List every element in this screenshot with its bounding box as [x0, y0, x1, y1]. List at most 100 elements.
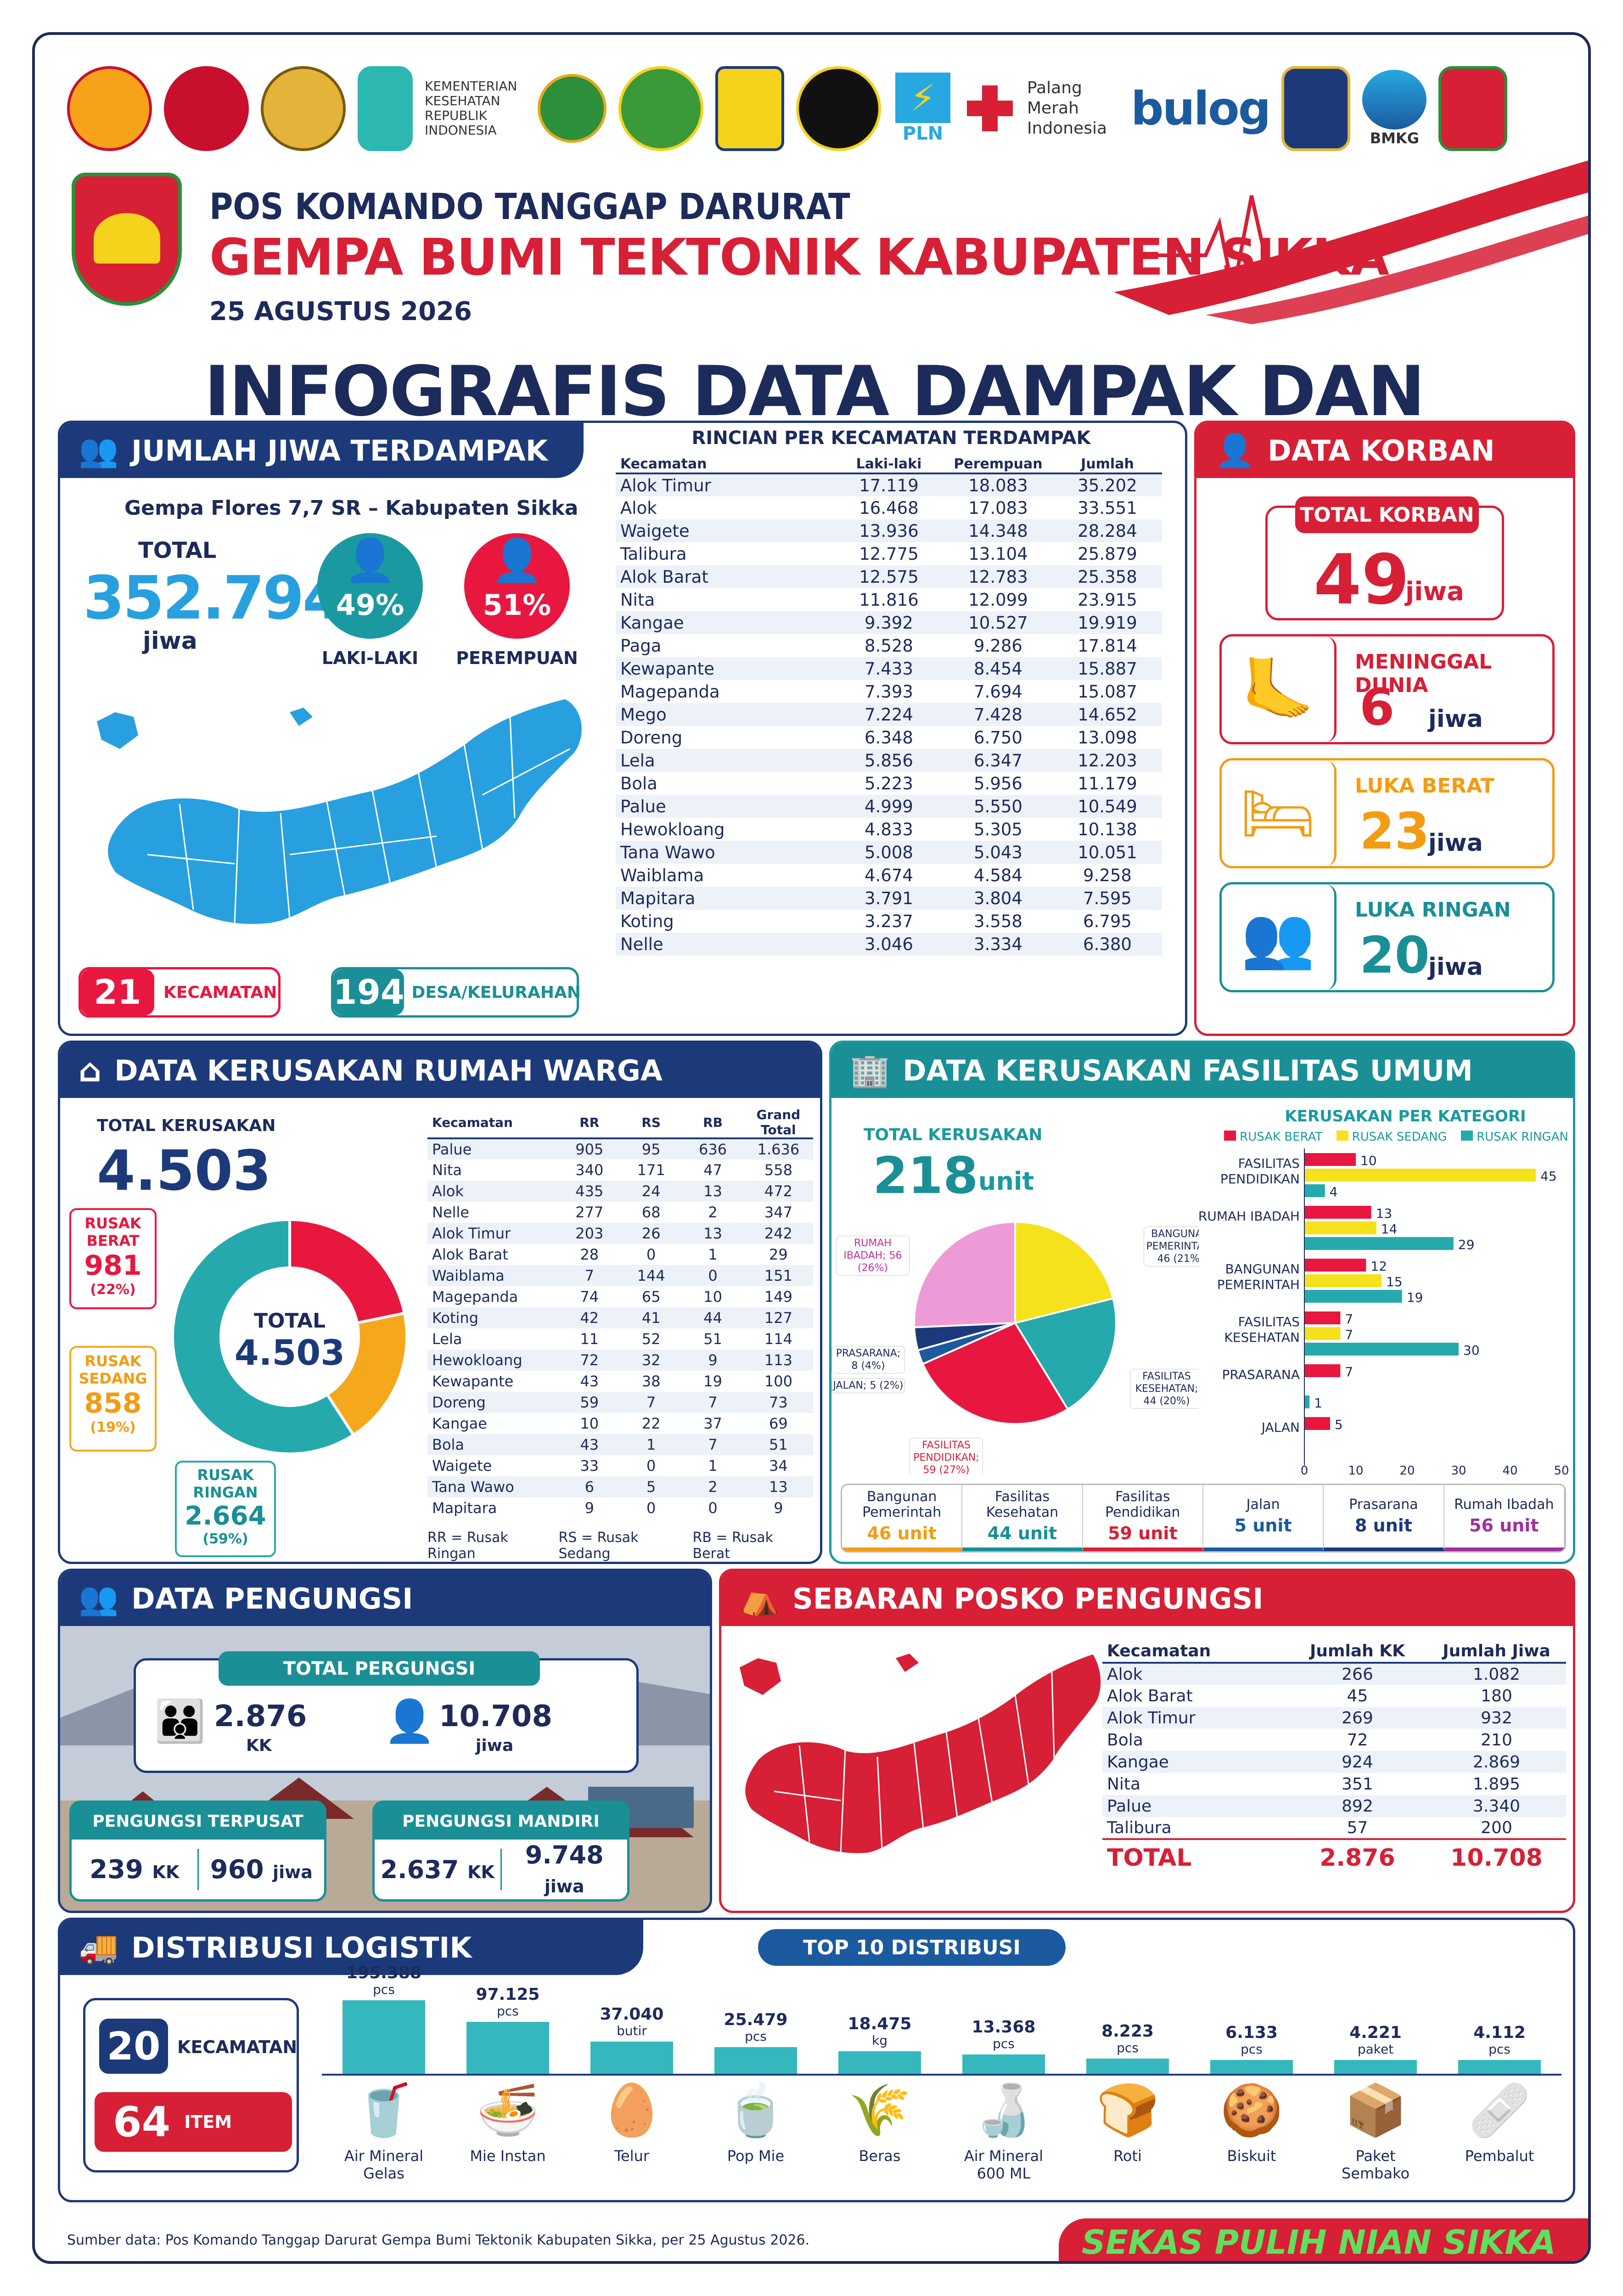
red-cross-icon	[965, 83, 1015, 134]
pie-label: BANGUNAN PEMERINTAH; 46 (21%)	[1144, 1227, 1199, 1266]
rincian-cell: 17.083	[968, 498, 1028, 518]
korban-item-unit: jiwa	[1428, 953, 1483, 981]
rincian-cell: Alok	[620, 498, 657, 518]
rincian-cell: 14.652	[1053, 703, 1162, 726]
kecamatan-count: 21	[81, 969, 154, 1015]
bar-value-label: 19	[1407, 1290, 1423, 1305]
rincian-cell: 35.202	[1053, 473, 1162, 496]
rumah-cell: 7	[682, 1392, 744, 1413]
bar-legend-swatch	[1461, 1131, 1473, 1141]
bar-category-label: RUMAH IBADAH	[1198, 1209, 1300, 1224]
rumah-cell: 59	[558, 1392, 620, 1413]
rumah-cell: 10	[580, 1415, 599, 1432]
posko-table: Kecamatan Jumlah KK Jumlah Jiwa Alok 266 1.08…	[1102, 1640, 1566, 1876]
donut-slice-rb	[288, 1218, 406, 1325]
rincian-cell: 5.223	[865, 773, 913, 793]
bar-legend-label: RUSAK SEDANG	[1352, 1130, 1447, 1144]
rincian-cell: Doreng	[620, 727, 683, 748]
logistik-bar	[838, 2051, 921, 2074]
posko-total-cell: TOTAL	[1102, 1838, 1288, 1876]
tni-logo	[164, 66, 249, 151]
bar-legend: RUSAK BERAT RUSAK SEDANG RUSAK RINGAN	[1217, 1130, 1573, 1144]
logistik-item-label: ITEM	[184, 2112, 232, 2132]
logistik-value: 195.388	[346, 1964, 421, 1982]
logistik-bar	[343, 2000, 425, 2074]
table-row: Alok 16.468 17.083 33.551	[616, 496, 1162, 519]
jiwa-card: 👥 JUMLAH JIWA TERDAMPAK Gempa Flores 7,7 …	[58, 421, 1187, 1036]
rumah-cell: 144	[620, 1265, 682, 1286]
bar-chart-title: KERUSAKAN PER KATEGORI	[1285, 1107, 1526, 1125]
rincian-cell: 4.833	[865, 819, 913, 839]
rincian-cell: Mego	[616, 703, 834, 726]
bar-legend-item: RUSAK SEDANG	[1336, 1130, 1447, 1144]
sikka-logo	[1438, 66, 1508, 151]
rs-callout: RUSAK SEDANG 858 (19%)	[69, 1346, 157, 1452]
logistik-heading: DISTRIBUSI LOGISTIK	[131, 1930, 472, 1964]
infographic-frame: KEMENTERIAN KESEHATAN REPUBLIK INDONESIA…	[32, 32, 1591, 2264]
korban-card: 👤 DATA KORBAN TOTAL KORBAN 49 jiwa 🦶 MENIN…	[1194, 421, 1575, 1036]
rincian-cell: Koting	[620, 911, 674, 931]
bnpb-logo	[67, 66, 152, 151]
rumah-cell: 7	[682, 1434, 744, 1455]
total-pengungsi-label: TOTAL PERGUNGSI	[219, 1651, 540, 1686]
total-korban-unit: jiwa	[1405, 577, 1464, 607]
fasum-total-label: TOTAL KERUSAKAN	[864, 1125, 1043, 1144]
rincian-cell: Nelle	[616, 933, 834, 956]
rincian-cell: 8.528	[865, 636, 913, 656]
desa-label: DESA/KELURAHAN	[411, 983, 581, 1002]
pie-label-text: PRASARANA; 8 (4%)	[831, 1346, 905, 1373]
rincian-cell: 4.584	[974, 865, 1022, 885]
rumah-col-header: RS	[620, 1107, 682, 1139]
table-row: Nita 11.816 12.099 23.915	[616, 588, 1162, 611]
posko-heading: SEBARAN POSKO PENGUNGSI	[792, 1581, 1264, 1615]
rumah-cell: 0	[682, 1265, 744, 1286]
injured-person-icon: 👤	[1215, 431, 1255, 469]
pie-label: RUMAH IBADAH; 56 (26%)	[836, 1236, 910, 1276]
posko-cell: 932	[1427, 1707, 1566, 1729]
posko-cell: Alok Timur	[1102, 1707, 1288, 1729]
posko-cell: Nita	[1107, 1774, 1141, 1794]
rincian-cell: 5.043	[943, 841, 1053, 864]
table-row: Doreng 59 7 7 73	[427, 1392, 813, 1413]
rumah-cell: 127	[743, 1307, 813, 1328]
posko-cell: 210	[1481, 1730, 1512, 1750]
fasum-summary-label: Bangunan Pemerintah	[862, 1489, 942, 1520]
bar-rect	[1304, 1184, 1325, 1197]
header-line2: GEMPA BUMI TEKTONIK KABUPATEN SIKKA	[209, 228, 1389, 287]
rincian-cell: 12.575	[834, 565, 943, 588]
fasum-summary-value: 8 unit	[1354, 1515, 1412, 1536]
rumah-cell: 113	[743, 1350, 813, 1371]
bar-rect	[1304, 1417, 1330, 1430]
rincian-cell: 18.083	[943, 473, 1053, 496]
rumah-cell: 51	[703, 1330, 722, 1348]
logistik-value: 6.133	[1225, 2023, 1278, 2042]
mandiri-jiwa: 9.748	[525, 1840, 604, 1869]
rincian-cell: 6.750	[974, 727, 1022, 748]
pie-label: PRASARANA; 8 (4%)	[831, 1346, 905, 1373]
hospital-bed-icon: 🛏	[1222, 760, 1337, 866]
bar-value-label: 7	[1345, 1327, 1353, 1342]
logistik-value: 18.475	[848, 2014, 912, 2033]
bar-rect	[1304, 1169, 1536, 1182]
rumah-cell: Tana Wawo	[427, 1476, 559, 1497]
rumah-cell: 558	[764, 1161, 792, 1179]
rumah-cell: Alok Timur	[427, 1223, 559, 1244]
kemenkes-logo-text: KEMENTERIAN KESEHATAN REPUBLIK INDONESIA	[425, 79, 517, 138]
female-label: PEREMPUAN	[456, 648, 578, 668]
posko-header-row: Kecamatan Jumlah KK Jumlah Jiwa	[1102, 1640, 1566, 1664]
table-row: Mego 7.224 7.428 14.652	[616, 703, 1162, 726]
rumah-cell: 37	[703, 1415, 722, 1432]
pln-text: PLN	[902, 123, 943, 144]
logistik-item-icon: 🍞	[1096, 2081, 1159, 2139]
logistik-bar	[1334, 2060, 1417, 2074]
rincian-cell: 5.856	[834, 749, 943, 772]
rb-label: RUSAK BERAT	[84, 1215, 141, 1249]
partner-logos: KEMENTERIAN KESEHATAN REPUBLIK INDONESIA…	[67, 53, 1559, 163]
rincian-cell: 12.099	[968, 590, 1028, 610]
posko-cell: Palue	[1102, 1795, 1288, 1817]
rincian-cell: 8.454	[943, 657, 1053, 680]
rumah-cell: 73	[743, 1392, 813, 1413]
posko-cell: 200	[1481, 1818, 1512, 1837]
pengungsi-ribbon: 👥 DATA PENGUNGSI	[60, 1571, 710, 1626]
logistik-value: 4.112	[1473, 2023, 1526, 2042]
